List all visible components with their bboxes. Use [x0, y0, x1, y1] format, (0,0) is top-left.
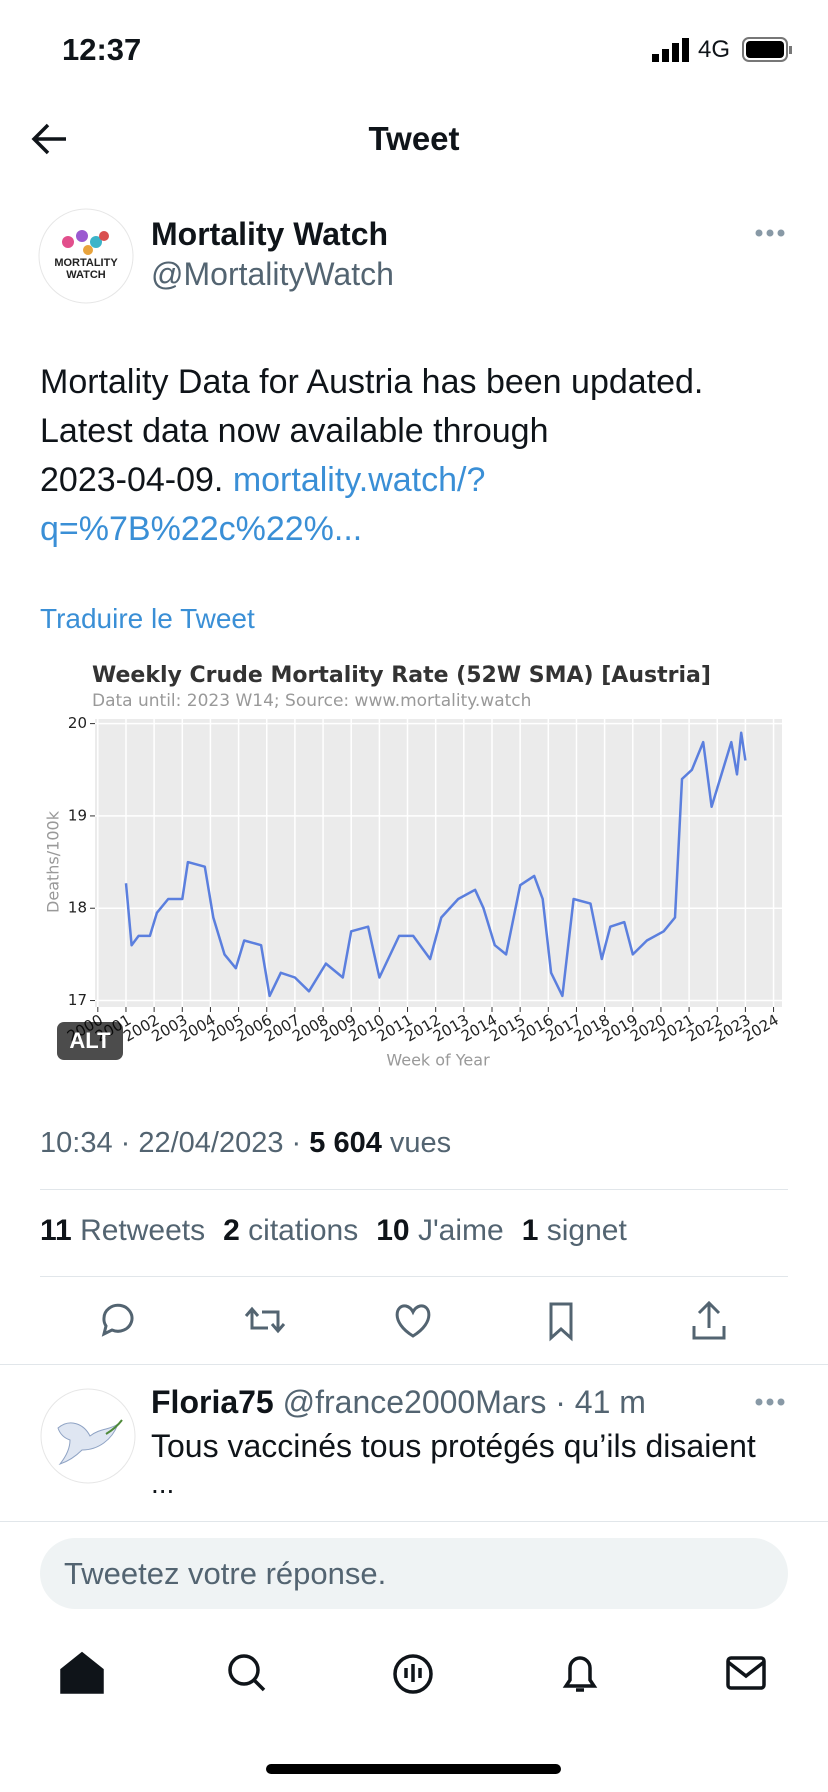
reply-header: Floria75 @france2000Mars · 41 m: [151, 1384, 646, 1421]
stat-label: J'aime: [417, 1214, 504, 1247]
views-count: 5 604: [309, 1127, 382, 1159]
stat-count: 1: [521, 1214, 539, 1247]
stat-count: 11: [40, 1214, 72, 1247]
text-line: Mortality Data for Austria has been upda…: [40, 363, 704, 401]
status-time: 12:37: [62, 32, 142, 67]
link[interactable]: mortality.watch/?: [232, 461, 486, 499]
bottom-nav: [60, 1651, 766, 1694]
action-bar: [101, 1300, 726, 1342]
network: 4G: [698, 36, 731, 63]
spaces-tab[interactable]: [393, 1654, 433, 1694]
stat[interactable]: 1 signet: [522, 1214, 627, 1247]
share-button[interactable]: [692, 1300, 726, 1340]
avatar-text: WATCH: [66, 269, 106, 281]
home-indicator: [266, 1764, 561, 1774]
stat-label: Retweets: [80, 1214, 206, 1247]
time: 10:34 · 22/04/2023 ·: [40, 1127, 302, 1159]
author-name[interactable]: Mortality Watch: [151, 216, 389, 252]
y-tick-label: 20: [68, 714, 87, 732]
retweet-button[interactable]: [244, 1306, 286, 1334]
reply-more-button[interactable]: [754, 1397, 786, 1407]
text-line: Latest data now available through: [40, 412, 549, 450]
data-line: [124, 731, 747, 998]
x-axis-label: Week of Year: [386, 1051, 490, 1070]
author-handle[interactable]: @MortalityWatch: [151, 256, 394, 292]
tweet-text: Mortality Data for Austria has been upda…: [40, 358, 703, 554]
link[interactable]: q=%7B%22c%22%...: [40, 510, 363, 548]
header-title: Tweet: [368, 120, 460, 157]
y-tick-label: 19: [68, 806, 87, 824]
divider: [40, 1276, 788, 1277]
like-button[interactable]: [395, 1304, 431, 1338]
stat-label: signet: [546, 1214, 627, 1247]
more-button[interactable]: [754, 228, 786, 238]
divider: [0, 1521, 828, 1522]
views-label: vues: [389, 1127, 452, 1159]
home-tab[interactable]: [60, 1651, 104, 1694]
search-tab[interactable]: [228, 1654, 266, 1692]
reply-avatar[interactable]: [40, 1388, 136, 1484]
avatar-text: MORTALITY: [54, 257, 118, 269]
reply-more-text: ...: [151, 1468, 175, 1499]
notifications-tab[interactable]: [562, 1656, 598, 1692]
reply-handle[interactable]: @france2000Mars: [282, 1384, 547, 1420]
chart-subtitle: Data until: 2023 W14; Source: www.mortal…: [92, 691, 531, 711]
translate-link[interactable]: Traduire le Tweet: [40, 603, 255, 634]
y-axis-label: Deaths/100k: [44, 810, 63, 913]
reply-button[interactable]: [101, 1303, 134, 1337]
timestamp: 10:34 · 22/04/2023 · 5 604 vues: [40, 1127, 451, 1160]
stat-label: citations: [248, 1214, 359, 1247]
stat[interactable]: 10 J'aime: [376, 1214, 503, 1247]
reply-author[interactable]: Floria75: [151, 1384, 274, 1420]
reply-time: · 41 m: [555, 1384, 646, 1420]
chart-title: Weekly Crude Mortality Rate (52W SMA) [A…: [92, 663, 711, 688]
divider: [40, 1189, 788, 1190]
bookmark-button[interactable]: [549, 1302, 573, 1342]
signal-icon: [652, 38, 689, 62]
alt-badge[interactable]: ALT: [57, 1022, 123, 1060]
chart[interactable]: Weekly Crude Mortality Rate (52W SMA) [A…: [40, 657, 788, 1075]
y-tick-label: 17: [68, 991, 87, 1009]
reply-text: Tous vaccinés tous protégés qu’ils disai…: [151, 1428, 756, 1464]
reply-input[interactable]: Tweetez votre réponse.: [40, 1538, 788, 1609]
stat-count: 10: [376, 1214, 410, 1247]
back-button[interactable]: [30, 122, 70, 156]
y-tick-label: 18: [68, 899, 87, 917]
text: 2023-04-09.: [40, 461, 224, 499]
plot-background: [95, 719, 782, 1007]
stats: 11 Retweets 2 citations 10 J'aime 1 signet: [40, 1214, 645, 1248]
divider: [0, 1364, 828, 1365]
battery-icon: [742, 37, 792, 62]
stat-count: 2: [223, 1214, 240, 1247]
stat[interactable]: 11 Retweets: [40, 1214, 205, 1247]
messages-tab[interactable]: [726, 1656, 766, 1690]
text-line: 2023-04-09. mortality.watch/?: [40, 456, 703, 505]
stat[interactable]: 2 citations: [223, 1214, 358, 1247]
